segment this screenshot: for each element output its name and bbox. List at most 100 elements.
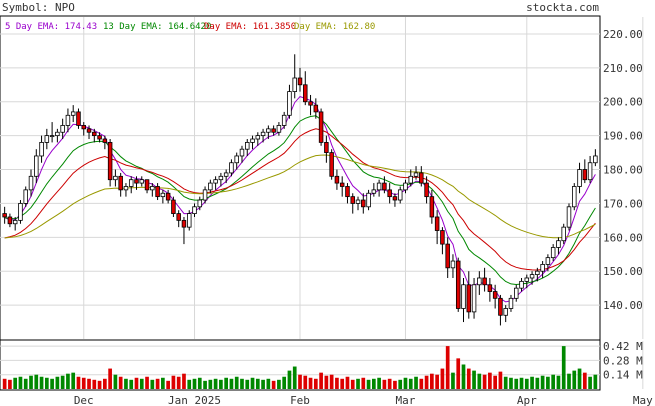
candle [403,179,408,194]
candle-body [498,297,503,316]
candle [487,277,493,302]
volume-bar [403,377,408,389]
candle [297,67,303,92]
candle-body [424,182,429,198]
volume-bar [92,379,97,389]
candle-body [208,182,213,191]
candle [376,179,382,197]
volume-bar [76,376,81,389]
candle [397,186,403,204]
volume-bar [361,377,366,389]
ema-line-21 [4,128,596,271]
volume-bar [39,376,44,389]
candle-body [445,243,450,269]
candle [165,189,171,204]
volume-bar [435,374,439,389]
candle-body [345,186,350,198]
candle-body [44,135,50,143]
volume-bar [398,379,403,389]
candle [86,125,92,140]
candle [255,132,261,146]
candle [60,118,65,140]
volume-bar [29,375,33,389]
volume-bar [313,378,318,389]
date-tick-label: Dec [74,394,94,406]
candle-body [593,155,598,164]
candle-body [324,142,329,153]
candle [34,149,39,184]
volume-bar [324,375,329,389]
candle-body [355,199,361,204]
volume-bar [466,368,471,389]
volume-bar [498,371,503,389]
volume-bar [535,377,540,389]
candle-body [55,131,60,137]
candle-body [577,169,582,187]
candle-body [413,172,419,177]
volume-bar [503,376,508,389]
candle-body [134,179,139,184]
volume-bar [366,379,371,389]
candle [250,135,255,150]
volume-bar [203,380,207,389]
volume-bar [182,373,186,389]
volume-bar [139,378,144,389]
candle [355,196,361,211]
candle [197,196,203,211]
volume-bar [55,376,60,389]
candle-body [303,84,308,103]
candle-body [403,182,408,191]
volume-bar [577,368,582,389]
candle-body [250,138,255,143]
candle-body [60,125,65,133]
volume-bars [2,346,598,389]
candle-body [34,155,39,177]
volume-bar [551,374,556,389]
candle-body [218,175,224,181]
candle-body [86,128,92,133]
candle-body [477,277,482,286]
volume-tick-label: 0.28 M [603,354,643,367]
volume-bar [514,378,519,389]
candle-body [128,179,134,187]
candle [303,71,308,106]
candle-body [471,284,477,313]
volume-bar [292,366,297,389]
volume-bar [2,378,7,389]
volume-bar [34,374,39,389]
candle-body [192,206,197,214]
volume-bar [472,370,476,389]
volume-bar [382,379,387,389]
volume-bar [219,379,223,389]
candle [28,169,34,197]
candle-body [113,175,118,181]
candle-body [176,213,181,221]
candle-body [234,155,239,164]
volume-bar [572,370,577,389]
volume-bar [255,378,260,389]
candle [424,176,429,204]
candle-body [155,186,160,198]
candle-body [260,131,266,137]
candle [65,108,71,133]
legend-ema50: Day EMA: 162.80 [294,22,375,32]
date-tick-label: Apr [517,394,537,406]
candle [514,284,519,302]
candle-body [297,77,303,86]
candle-body [107,142,113,181]
volume-bar [424,375,429,389]
candle [266,125,271,140]
candle-body [450,260,456,269]
price-tick-label: 190.00 [603,130,643,143]
volume-bar [171,375,176,389]
volume-bar [250,377,255,389]
candle [160,189,166,204]
volume-bar [519,377,524,389]
candle [318,108,324,146]
candle [234,152,239,170]
candle [350,193,355,214]
price-tick-label: 200.00 [603,96,643,109]
candle-body [28,175,34,191]
candle [76,108,81,129]
volume-bar [234,376,239,389]
